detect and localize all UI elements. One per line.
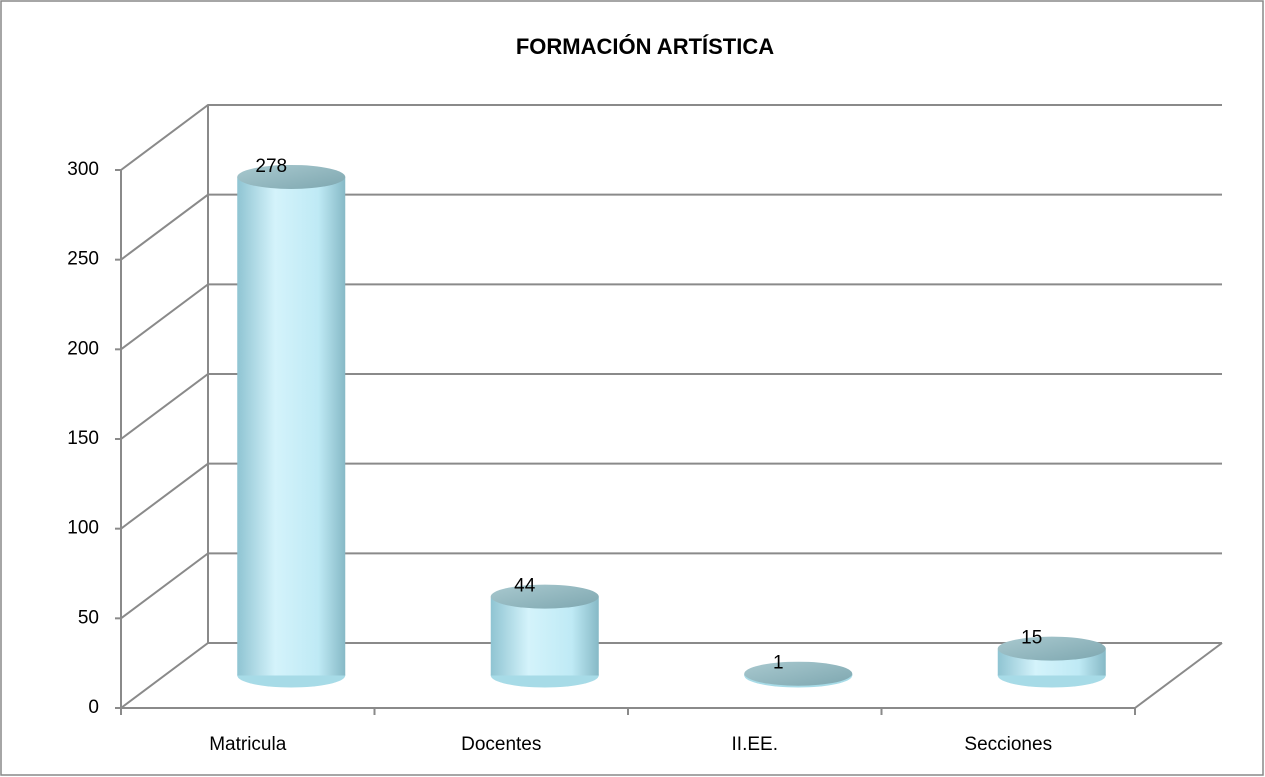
y-tick-label: 0 (88, 697, 99, 718)
floor-edge (1134, 642, 1223, 709)
chart-title: FORMACIÓN ARTÍSTICA (516, 34, 774, 59)
data-label: 1 (773, 653, 784, 674)
y-tick-label: 50 (78, 607, 99, 628)
y-tick-label: 200 (67, 338, 99, 359)
x-tick-label: II.EE. (732, 734, 778, 755)
grid-line (120, 193, 1222, 261)
y-tick-label: 150 (67, 428, 99, 449)
grid-line (120, 462, 1222, 530)
grid-line (120, 104, 1222, 171)
cylinder-top (997, 636, 1106, 661)
cylinder-top (237, 164, 346, 189)
grid-line (120, 283, 1222, 351)
y-tick-label: 100 (67, 518, 99, 539)
cylinder-top (490, 584, 599, 609)
grid-line (120, 373, 1222, 440)
bar (490, 596, 599, 676)
y-tick-label: 300 (67, 159, 99, 180)
x-tick-label: Matricula (209, 734, 287, 755)
y-tick-label: 250 (67, 249, 99, 270)
grid-line (120, 552, 1222, 620)
x-tick-label: Secciones (964, 734, 1052, 755)
data-label: 15 (1021, 628, 1042, 649)
grid-line (120, 642, 1222, 709)
cylinder-top (744, 661, 853, 686)
x-tick-label: Docentes (461, 734, 541, 755)
data-label: 44 (514, 576, 536, 597)
data-label: 278 (255, 156, 287, 177)
bar (237, 176, 346, 676)
